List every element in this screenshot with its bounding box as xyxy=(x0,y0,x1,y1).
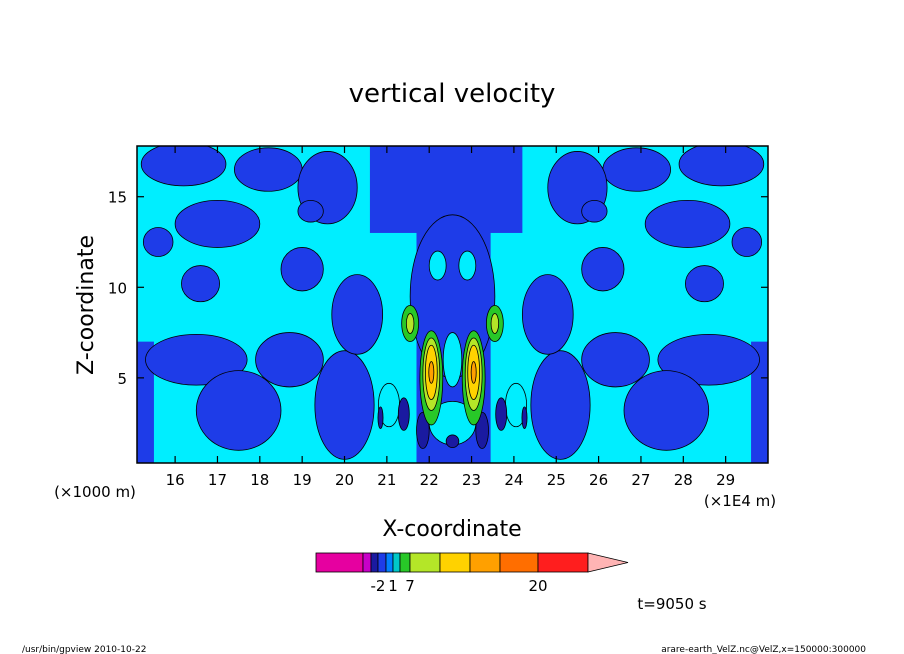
colorbar-bin-11 xyxy=(537,552,589,573)
contour-region-6 xyxy=(255,332,324,388)
colorbar-bin-0 xyxy=(315,552,364,573)
contour-region-38 xyxy=(495,397,508,431)
colorbar-bin-6 xyxy=(399,552,411,573)
contour-region-14 xyxy=(142,227,174,257)
contour-region-24 xyxy=(644,199,731,248)
colorbar-bin-5 xyxy=(392,552,401,573)
contour-region-21 xyxy=(530,350,591,460)
colorbar-bin-1 xyxy=(362,552,372,573)
colorbar-labels: -2 1 7 20 xyxy=(371,577,548,595)
contour-region-33 xyxy=(428,250,447,281)
x-unit-right: (×1E4 m) xyxy=(704,492,776,510)
contour-region-32 xyxy=(442,332,463,388)
contour-region-47 xyxy=(490,313,500,334)
contour-region-7 xyxy=(314,350,375,460)
contour-region-8 xyxy=(331,274,384,355)
x-unit-left: (×1000 m) xyxy=(54,483,136,501)
contour-region-41 xyxy=(445,434,460,449)
footer-right: arare-earth_VelZ.nc@VelZ,x=150000:300000 xyxy=(661,645,866,654)
contour-region-28 xyxy=(731,227,763,257)
contour-region-4 xyxy=(145,333,248,386)
x-tick-label: 23 xyxy=(462,471,481,489)
colorbar-bin-4 xyxy=(385,552,394,573)
contour-region-23 xyxy=(581,247,625,292)
colorbar-bin-8 xyxy=(439,552,471,573)
contour-region-34 xyxy=(458,250,477,281)
x-tick-label: 17 xyxy=(208,471,227,489)
plot-area xyxy=(136,145,769,464)
y-axis-label: Z-coordinate xyxy=(74,235,99,375)
contour-region-51 xyxy=(428,361,435,384)
contour-region-43 xyxy=(521,406,528,429)
x-axis-ticks: 16 17 18 19 20 21 22 23 24 25 26 27 28 29 xyxy=(166,146,735,489)
x-tick-label: 21 xyxy=(377,471,396,489)
contour-region-30 xyxy=(581,199,608,223)
contour-region-10 xyxy=(174,199,261,248)
x-tick-label: 22 xyxy=(420,471,439,489)
contour-region-20 xyxy=(581,332,650,388)
colorbar-bin-9 xyxy=(469,552,501,573)
time-label: t=9050 s xyxy=(637,595,706,613)
chart-title: vertical velocity xyxy=(349,79,556,109)
x-tick-label: 28 xyxy=(674,471,693,489)
contour-region-18 xyxy=(657,333,760,386)
contour-region-37 xyxy=(397,397,410,431)
contour-region-12 xyxy=(234,147,303,192)
contour-region-9 xyxy=(280,247,324,292)
contour-region-25 xyxy=(678,146,765,187)
x-tick-label: 16 xyxy=(166,471,185,489)
x-tick-label: 26 xyxy=(589,471,608,489)
contour-regions xyxy=(137,146,768,463)
y-tick-label: 5 xyxy=(117,370,127,388)
x-tick-label: 29 xyxy=(716,471,735,489)
colorbar-label: -2 xyxy=(371,577,386,595)
plot-frame xyxy=(136,145,769,464)
contour-region-29 xyxy=(685,265,724,303)
contour-region-26 xyxy=(602,147,671,192)
colorbar-label: 1 xyxy=(388,577,398,595)
contour-region-15 xyxy=(181,265,220,303)
colorbar-bin-7 xyxy=(409,552,441,573)
colorbar-bin-2 xyxy=(370,552,379,573)
contour-region-39 xyxy=(416,411,430,449)
colorbar xyxy=(315,552,629,573)
colorbar-bin-3 xyxy=(377,552,387,573)
x-tick-label: 24 xyxy=(504,471,523,489)
contour-region-40 xyxy=(475,411,489,449)
contour-region-16 xyxy=(297,199,324,223)
y-axis-ticks: 5 10 15 xyxy=(108,189,768,388)
x-tick-label: 27 xyxy=(631,471,650,489)
x-axis-label: X-coordinate xyxy=(382,517,521,542)
x-tick-label: 25 xyxy=(547,471,566,489)
x-tick-label: 19 xyxy=(293,471,312,489)
y-tick-label: 15 xyxy=(108,189,127,207)
contour-region-3 xyxy=(137,341,154,463)
x-tick-label: 20 xyxy=(335,471,354,489)
colorbar-label: 7 xyxy=(405,577,415,595)
contour-region-45 xyxy=(405,313,415,334)
footer-left: /usr/bin/gpview 2010-10-22 xyxy=(22,645,146,654)
contour-region-19 xyxy=(623,370,710,451)
contour-region-11 xyxy=(140,146,227,187)
contour-region-55 xyxy=(470,361,477,384)
contour-region-17 xyxy=(751,341,768,463)
colorbar-label: 20 xyxy=(528,577,547,595)
contour-region-5 xyxy=(195,370,282,451)
contour-region-22 xyxy=(521,274,574,355)
colorbar-bin-10 xyxy=(499,552,539,573)
colorbar-arrow xyxy=(587,552,629,573)
x-tick-label: 18 xyxy=(250,471,269,489)
contour-region-42 xyxy=(377,406,384,429)
y-tick-label: 10 xyxy=(108,279,127,297)
